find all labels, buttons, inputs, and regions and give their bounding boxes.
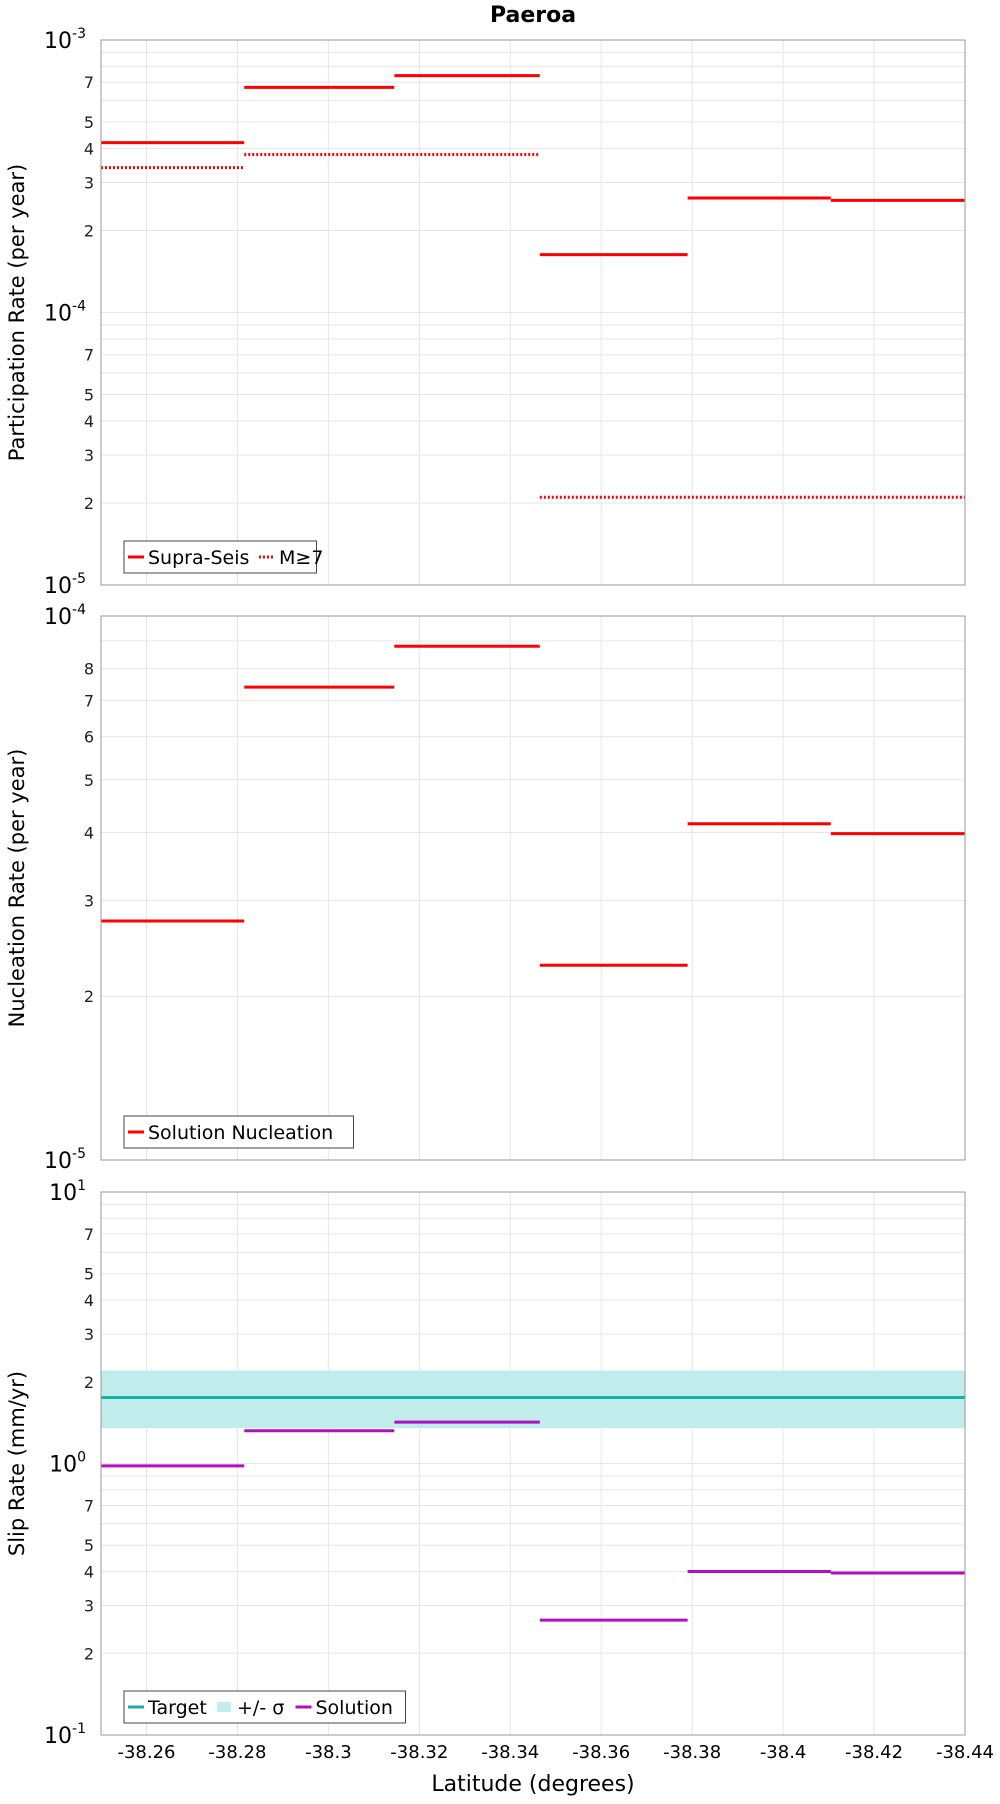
legend-swatch — [217, 1702, 231, 1712]
legend-box — [123, 540, 317, 574]
y-tick-label: 4 — [84, 139, 94, 158]
y-tick-label: 5 — [84, 771, 94, 790]
y-tick-label: 10-3 — [44, 26, 86, 54]
x-tick-label: -38.3 — [305, 1742, 352, 1763]
y-tick-label: 100 — [49, 1450, 86, 1478]
y-tick-label: 2 — [84, 221, 94, 240]
y-tick-label: 4 — [84, 823, 94, 842]
legend-label: +/- σ — [237, 1697, 284, 1719]
y-tick-label: 2 — [84, 1644, 94, 1663]
plot-frame — [100, 39, 966, 586]
y-tick-label: 3 — [84, 891, 94, 910]
y-tick-label: 3 — [84, 446, 94, 465]
legend-label: Solution Nucleation — [148, 1122, 333, 1144]
y-tick-label: 6 — [84, 728, 94, 747]
y-tick-label: 5 — [84, 113, 94, 132]
y-tick-label: 4 — [84, 1563, 94, 1582]
y-tick-label: 10-4 — [44, 602, 86, 630]
y-tick-label: 10-1 — [44, 1721, 86, 1749]
y-tick-label: 4 — [84, 412, 94, 431]
y-tick-label: 3 — [84, 1325, 94, 1344]
legend-box — [123, 1115, 354, 1149]
x-tick-label: -38.32 — [390, 1742, 448, 1763]
y-axis-label: Nucleation Rate (per year) — [5, 749, 29, 1028]
series-solution-nucleation — [101, 644, 965, 967]
y-tick-label: 10-5 — [44, 571, 86, 599]
y-tick-label: 7 — [84, 73, 94, 92]
legend-label: M≥7 — [279, 547, 323, 569]
x-tick-label: -38.34 — [481, 1742, 539, 1763]
y-tick-label: 4 — [84, 1291, 94, 1310]
y-tick-label: 7 — [84, 346, 94, 365]
x-tick-label: -38.42 — [845, 1742, 903, 1763]
plot-frame — [100, 1191, 966, 1736]
y-tick-label: 5 — [84, 1536, 94, 1555]
panel-2: 10-4 8 7 6 5 4 3 2 10-5 Nucleation Rate (per year… — [5, 602, 966, 1174]
y-tick-label: 3 — [84, 173, 94, 192]
series-supra-seis — [101, 74, 965, 257]
plot-frame — [100, 615, 966, 1161]
series-solution — [101, 1420, 965, 1622]
y-tick-label: 3 — [84, 1596, 94, 1615]
x-axis-label: Latitude (degrees) — [431, 1772, 634, 1797]
sigma-band — [101, 1370, 965, 1429]
chart-title: Paeroa — [490, 3, 576, 28]
legend-box — [123, 1690, 406, 1724]
y-tick-label: 8 — [84, 660, 94, 679]
panel-1: 10-3 7 5 4 3 2 10-4 7 5 4 3 2 10-5 Participation Rate… — [5, 26, 966, 599]
legend: Solution Nucleation — [123, 1115, 354, 1149]
plot-area — [101, 616, 965, 1160]
series-m-7 — [101, 153, 965, 499]
legend: Supra-Seis M≥7 — [123, 540, 323, 574]
legend-label: Supra-Seis — [148, 547, 249, 569]
y-tick-label: 2 — [84, 1373, 94, 1392]
legend-label: Target — [147, 1697, 207, 1719]
y-tick-label: 2 — [84, 494, 94, 513]
x-tick-label: -38.44 — [936, 1742, 994, 1763]
y-tick-label: 2 — [84, 987, 94, 1006]
x-tick-label: -38.36 — [572, 1742, 630, 1763]
y-tick-label: 101 — [49, 1178, 86, 1206]
x-tick-label: -38.26 — [117, 1742, 175, 1763]
x-tick-label: -38.4 — [760, 1742, 807, 1763]
y-tick-label: 7 — [84, 1225, 94, 1244]
y-tick-label: 5 — [84, 1265, 94, 1284]
y-axis-label: Participation Rate (per year) — [5, 164, 29, 461]
y-axis-label: Slip Rate (mm/yr) — [5, 1371, 29, 1556]
y-tick-label: 10-4 — [44, 299, 86, 327]
x-tick-label: -38.28 — [208, 1742, 266, 1763]
legend-label: Solution — [316, 1697, 393, 1719]
y-tick-label: 7 — [84, 1497, 94, 1516]
y-tick-label: 10-5 — [44, 1146, 86, 1174]
x-tick-label: -38.38 — [663, 1742, 721, 1763]
panel-3: 101 7 5 4 3 2 100 7 5 4 3 2 10-1 Slip Rate (mm/yr) -38… — [5, 1178, 994, 1797]
legend: Target +/- σ Solution — [123, 1690, 406, 1724]
y-tick-label: 7 — [84, 691, 94, 710]
y-tick-label: 5 — [84, 386, 94, 405]
